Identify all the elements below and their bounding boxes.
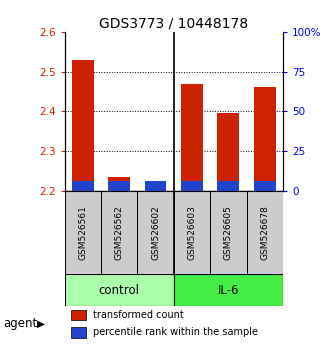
Text: percentile rank within the sample: percentile rank within the sample xyxy=(93,327,258,337)
Bar xyxy=(137,191,174,274)
Bar xyxy=(72,181,94,191)
Text: ▶: ▶ xyxy=(37,319,45,329)
Text: agent: agent xyxy=(3,318,37,330)
Bar xyxy=(108,177,130,191)
Bar xyxy=(217,181,239,191)
Bar xyxy=(145,187,166,191)
Bar xyxy=(72,60,94,191)
Title: GDS3773 / 10448178: GDS3773 / 10448178 xyxy=(99,17,248,31)
Bar xyxy=(71,309,86,320)
Text: transformed count: transformed count xyxy=(93,310,184,320)
Bar xyxy=(71,327,86,338)
Bar xyxy=(181,181,203,191)
Bar xyxy=(254,181,276,191)
Bar xyxy=(217,113,239,191)
Bar xyxy=(254,87,276,191)
Bar xyxy=(181,84,203,191)
Bar xyxy=(210,191,247,274)
Text: control: control xyxy=(99,284,140,297)
Bar xyxy=(247,191,283,274)
Text: GSM526603: GSM526603 xyxy=(187,205,197,260)
Text: GSM526678: GSM526678 xyxy=(260,205,269,260)
Text: IL-6: IL-6 xyxy=(218,284,239,297)
Text: GSM526561: GSM526561 xyxy=(78,205,87,260)
Text: GSM526602: GSM526602 xyxy=(151,205,160,260)
Bar xyxy=(145,181,166,191)
Text: GSM526562: GSM526562 xyxy=(115,205,124,260)
Bar xyxy=(65,274,174,306)
Text: GSM526605: GSM526605 xyxy=(224,205,233,260)
Bar xyxy=(101,191,137,274)
Bar xyxy=(174,274,283,306)
Bar xyxy=(174,191,210,274)
Bar xyxy=(65,191,101,274)
Bar xyxy=(108,181,130,191)
